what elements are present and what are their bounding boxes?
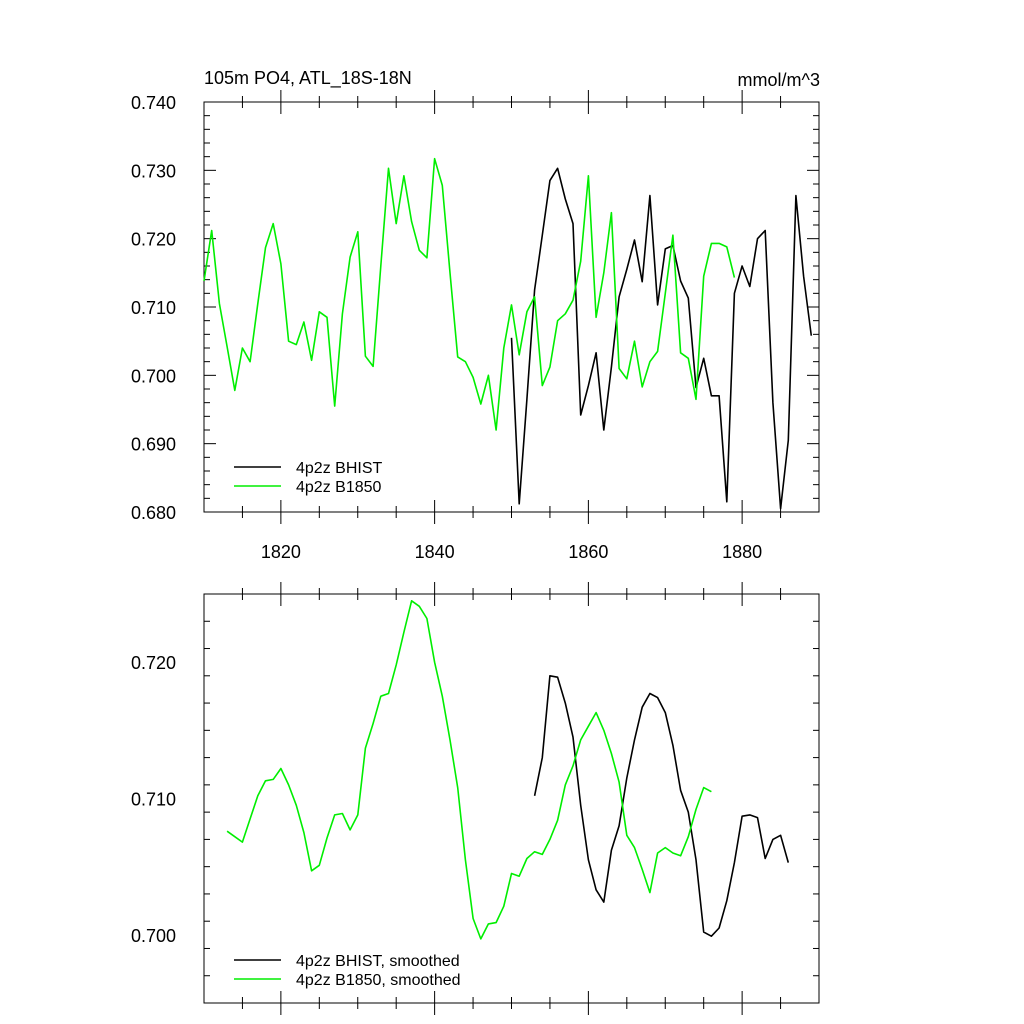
y-tick-label: 0.710 [131, 790, 176, 810]
legend-label: 4p2z BHIST, smoothed [296, 953, 460, 970]
series-line-4p2z-b1850-smoothed [226, 599, 712, 940]
bottom-panel: 0.700 0.710 0.720 4p2z BHIST, smoothed 4p2z … [131, 582, 820, 1015]
series-line-4p2z-bhist-smoothed [533, 674, 790, 938]
x-tick-label: 1840 [415, 542, 455, 562]
y-tick-label: 0.690 [131, 435, 176, 455]
top-panel: 105m PO4, ATL_18S-18N mmol/m^3 1820 1840 1… [131, 68, 820, 562]
y-tick-label: 0.700 [131, 926, 176, 946]
y-tick-label: 0.720 [131, 653, 176, 673]
units-label: mmol/m^3 [738, 70, 820, 90]
y-tick-label: 0.730 [131, 161, 176, 181]
legend-label: 4p2z B1850, smoothed [296, 972, 461, 989]
y-tick-label: 0.680 [131, 503, 176, 523]
series-line-4p2z-bhist [510, 167, 813, 510]
chart-title: 105m PO4, ATL_18S-18N [204, 68, 412, 89]
x-tick-label: 1880 [722, 542, 762, 562]
legend-label: 4p2z BHIST [296, 460, 382, 477]
series-line-4p2z-b1850 [203, 157, 736, 431]
y-tick-label: 0.740 [131, 93, 176, 113]
y-tick-label: 0.700 [131, 366, 176, 386]
legend-label: 4p2z B1850 [296, 479, 382, 496]
x-tick-label: 1860 [568, 542, 608, 562]
y-tick-label: 0.720 [131, 230, 176, 250]
x-tick-label: 1820 [261, 542, 301, 562]
y-tick-label: 0.710 [131, 298, 176, 318]
plot-frame [203, 593, 820, 1004]
